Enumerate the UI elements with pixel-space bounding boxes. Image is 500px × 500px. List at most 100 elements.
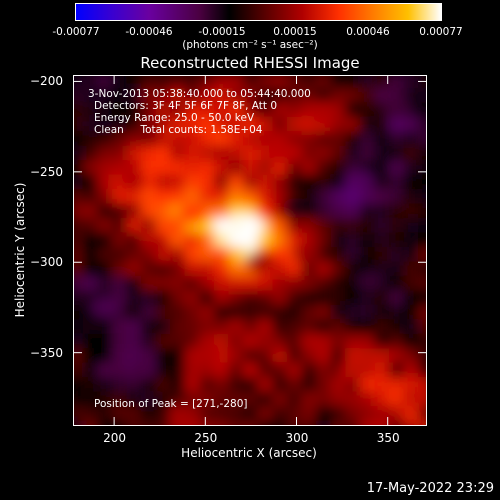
heatmap-cell (374, 332, 391, 349)
heatmap-cell (97, 115, 114, 132)
heatmap-cell (286, 317, 303, 334)
heatmap-cell (74, 404, 84, 421)
heatmap-cell (184, 187, 201, 204)
heatmap-cell (243, 115, 260, 132)
heatmap-cell (184, 158, 201, 175)
heatmap-cell (126, 390, 143, 407)
source-blob (221, 213, 266, 240)
heatmap-cell (272, 259, 289, 276)
heatmap-cell (257, 390, 274, 407)
heatmap-cell (374, 115, 391, 132)
heatmap-cell (316, 390, 333, 407)
heatmap-cell (418, 259, 426, 276)
heatmap-cell (74, 230, 84, 247)
heatmap-cell (111, 390, 128, 407)
heatmap-cell (74, 390, 84, 407)
heatmap-cell (403, 202, 420, 219)
heatmap-cell (111, 361, 128, 378)
heatmap-cell (243, 173, 260, 190)
heatmap-cell (359, 129, 376, 146)
heatmap-cell (170, 346, 187, 363)
heatmap-cell (388, 158, 405, 175)
heatmap-cell (140, 129, 157, 146)
heatmap-cell (184, 115, 201, 132)
heatmap-cell (82, 115, 99, 132)
heatmap-cell (301, 173, 318, 190)
heatmap-cell (418, 375, 426, 392)
heatmap-cell (301, 390, 318, 407)
heatmap-cell (199, 390, 216, 407)
heatmap-cell (126, 86, 143, 103)
heatmap-cell (140, 303, 157, 320)
heatmap-cell (418, 419, 426, 425)
heatmap-cell (388, 419, 405, 425)
heatmap-cell (155, 419, 172, 425)
heatmap-cell (316, 216, 333, 233)
heatmap-cell (213, 317, 230, 334)
heatmap-cell (111, 230, 128, 247)
heatmap-cell (359, 76, 376, 88)
heatmap-cell (184, 144, 201, 161)
heatmap-cell (286, 230, 303, 247)
source-blob (337, 360, 366, 381)
heatmap-cell (388, 230, 405, 247)
heatmap-cell (272, 100, 289, 117)
heatmap-cell (272, 375, 289, 392)
heatmap-cell (345, 332, 362, 349)
heatmap-cell (111, 86, 128, 103)
heatmap-cell (301, 288, 318, 305)
heatmap-cell (74, 274, 84, 291)
heatmap-cell (213, 375, 230, 392)
x-axis-label: Heliocentric X (arcsec) (181, 446, 317, 460)
heatmap-cell (184, 230, 201, 247)
heatmap-cell (388, 346, 405, 363)
heatmap-cell (388, 216, 405, 233)
heatmap-cell (199, 288, 216, 305)
heatmap-cell (228, 86, 245, 103)
heatmap-cell (345, 202, 362, 219)
heatmap-cell (155, 346, 172, 363)
heatmap-cell (286, 332, 303, 349)
heatmap-cell (330, 158, 347, 175)
heatmap-cell (374, 245, 391, 262)
heatmap-cell (388, 115, 405, 132)
heatmap-cell (184, 317, 201, 334)
heatmap-cell (272, 404, 289, 421)
heatmap-cell (374, 303, 391, 320)
heatmap-cell (345, 346, 362, 363)
heatmap-cell (359, 288, 376, 305)
heatmap-cell (330, 187, 347, 204)
heatmap-cell (286, 419, 303, 425)
heatmap-cell (330, 303, 347, 320)
heatmap-cell (97, 274, 114, 291)
heatmap-cell (345, 129, 362, 146)
heatmap-cell (301, 144, 318, 161)
heatmap-cell (286, 76, 303, 88)
heatmap-cell (286, 100, 303, 117)
heatmap-cell (345, 259, 362, 276)
heatmap-cell (418, 332, 426, 349)
heatmap-cell (257, 375, 274, 392)
heatmap-cell (111, 419, 128, 425)
heatmap-cell (418, 346, 426, 363)
heatmap-cell (74, 202, 84, 219)
heatmap-cell (97, 317, 114, 334)
heatmap-cell (155, 288, 172, 305)
heatmap-cell (301, 259, 318, 276)
heatmap-cell (345, 76, 362, 88)
heatmap-cell (228, 173, 245, 190)
heatmap-cell (243, 375, 260, 392)
heatmap-cell (374, 202, 391, 219)
heatmap-cell (155, 187, 172, 204)
heatmap-cell (170, 375, 187, 392)
heatmap-cell (359, 216, 376, 233)
source-blob (191, 342, 220, 363)
heatmap-cell (243, 129, 260, 146)
heatmap-cell (82, 346, 99, 363)
heatmap-cell (213, 86, 230, 103)
heatmap-cell (330, 404, 347, 421)
heatmap-cell (140, 216, 157, 233)
heatmap-cell (111, 375, 128, 392)
source-blob (282, 198, 311, 219)
heatmap-cell (388, 129, 405, 146)
